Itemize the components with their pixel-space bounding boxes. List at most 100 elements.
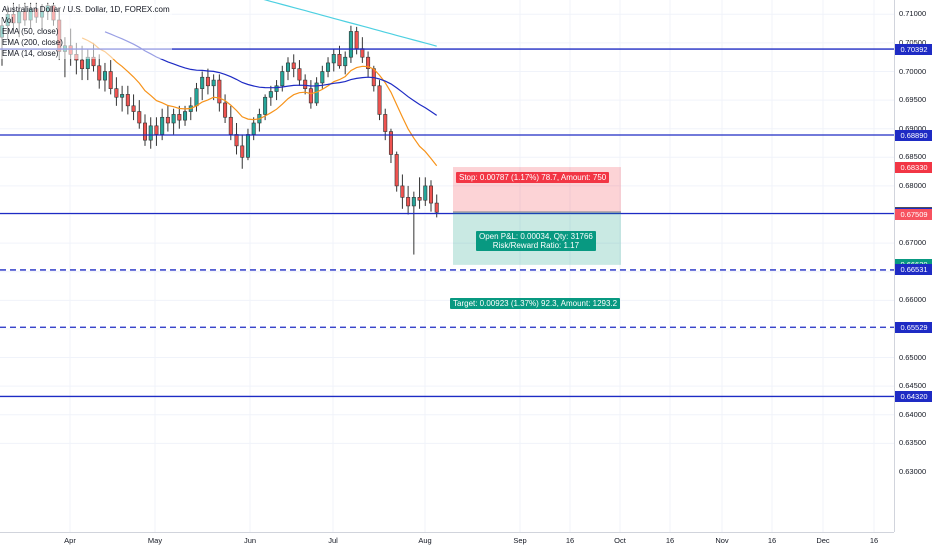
candle-body xyxy=(228,116,233,135)
candle-body xyxy=(411,197,416,207)
price-axis[interactable]: 0.71000 0.70500 0.70000 0.69500 0.69000 0.685… xyxy=(894,0,932,532)
candle-body xyxy=(240,145,245,158)
candle-body xyxy=(143,122,148,141)
candle-body xyxy=(406,197,411,207)
candle-body xyxy=(388,131,393,155)
open-pnl-label[interactable]: Open P&L: 0.00034, Qty: 31766 Risk/Rewar… xyxy=(476,231,596,251)
candle-body xyxy=(125,94,130,107)
candle-body xyxy=(108,71,113,89)
price-tick-label: 0.71000 xyxy=(899,9,927,19)
candle-body xyxy=(280,71,285,87)
candle-body xyxy=(348,31,353,58)
candle-body xyxy=(223,102,228,118)
candle-body xyxy=(102,71,107,81)
price-tick-label: 0.70000 xyxy=(899,66,927,76)
target-label[interactable]: Target: 0.00923 (1.37%) 92.3, Amount: 12… xyxy=(450,298,621,309)
candle-body xyxy=(245,134,250,158)
time-tick-label: Aug xyxy=(418,536,432,545)
candle-body xyxy=(234,134,239,147)
price-tag: 0.65529 xyxy=(895,321,932,333)
price-tag: 0.68330 xyxy=(895,161,932,173)
time-tick-label: Jun xyxy=(243,536,257,545)
volume-indicator-label[interactable]: Vol xyxy=(0,15,172,26)
candle-body xyxy=(194,88,199,107)
price-tag: 0.68890 xyxy=(895,129,932,141)
ema-50-label[interactable]: EMA (50, close) xyxy=(0,26,172,37)
price-tick-label: 0.65000 xyxy=(899,352,927,362)
candle-body xyxy=(268,91,273,98)
ema-14-line xyxy=(81,37,438,167)
candle-body xyxy=(337,54,342,67)
time-tick-label: 16 xyxy=(665,536,675,545)
candle-body xyxy=(331,54,336,64)
time-tick-label: Sep xyxy=(513,536,527,545)
price-tick-label: 0.63500 xyxy=(899,438,927,448)
candle-body xyxy=(417,197,422,201)
candle-body xyxy=(320,71,325,84)
candle-body xyxy=(211,79,216,87)
candle-body xyxy=(285,62,290,72)
candle-body xyxy=(148,125,153,141)
candle-body xyxy=(131,105,136,112)
ema-200-label[interactable]: EMA (200, close) xyxy=(0,37,172,48)
candle-body xyxy=(326,62,331,72)
price-tick-label: 0.69000 xyxy=(899,123,927,133)
chart-area[interactable]: Australian Dollar / U.S. Dollar, 1D, FOR… xyxy=(0,0,894,532)
chart-legend: Australian Dollar / U.S. Dollar, 1D, FOR… xyxy=(0,4,172,59)
time-tick-label: 16 xyxy=(767,536,777,545)
symbol-title[interactable]: Australian Dollar / U.S. Dollar, 1D, FOR… xyxy=(0,4,172,15)
candle-body xyxy=(137,111,142,124)
risk-reward-text: Risk/Reward Ratio: 1.17 xyxy=(492,241,580,250)
time-tick-label: 16 xyxy=(869,536,879,545)
time-tick-label: Nov xyxy=(715,536,729,545)
candle-body xyxy=(308,88,313,104)
price-tag: 0.70392 xyxy=(895,43,932,55)
candle-body xyxy=(80,59,85,69)
candle-body xyxy=(205,76,210,87)
candle-body xyxy=(263,96,268,115)
price-tick-label: 0.70500 xyxy=(899,37,927,47)
candle-body xyxy=(97,65,102,81)
candle-body xyxy=(377,85,382,115)
price-tick-label: 0.69500 xyxy=(899,95,927,105)
candle-body xyxy=(177,114,182,121)
price-tick-label: 0.68000 xyxy=(899,180,927,190)
price-chart[interactable] xyxy=(0,0,894,532)
price-tick-label: 0.66000 xyxy=(899,295,927,305)
time-axis[interactable]: Apr May Jun Jul Aug Sep 16 Oct 16 Nov 16 Dec 16 xyxy=(0,532,894,551)
candle-body xyxy=(428,185,433,204)
candle-body xyxy=(383,114,388,132)
candle-body xyxy=(165,116,170,124)
candle-body xyxy=(183,111,188,121)
time-tick-label: 16 xyxy=(565,536,575,545)
candle-body xyxy=(354,31,359,49)
price-tick-label: 0.64500 xyxy=(899,381,927,391)
candle-body xyxy=(217,79,222,104)
candle-body xyxy=(360,48,365,58)
candle-body xyxy=(274,85,279,92)
candle-body xyxy=(343,56,348,67)
ema-14-label[interactable]: EMA (14, close) xyxy=(0,48,172,59)
stop-label[interactable]: Stop: 0.00787 (1.17%) 78.7, Amount: 750 xyxy=(456,172,610,183)
ema-200-line xyxy=(263,0,437,47)
candle-body xyxy=(251,122,256,135)
time-tick-label: Jul xyxy=(328,536,338,545)
price-tag: 0.67509 xyxy=(895,208,932,220)
price-tag: 0.64320 xyxy=(895,390,932,402)
price-tick-label: 0.67000 xyxy=(899,238,927,248)
price-tag: 0.66531 xyxy=(895,264,932,276)
price-tick-label: 0.68500 xyxy=(899,152,927,162)
candle-body xyxy=(366,56,371,69)
candle-body xyxy=(297,68,302,81)
candle-body xyxy=(291,62,296,69)
candle-body xyxy=(114,88,119,98)
time-tick-label: Oct xyxy=(614,536,626,545)
time-tick-label: May xyxy=(147,536,163,545)
price-tick-label: 0.64000 xyxy=(899,409,927,419)
candle-body xyxy=(434,202,439,213)
price-tick-label: 0.63000 xyxy=(899,466,927,476)
candle-body xyxy=(154,125,159,135)
candle-body xyxy=(303,79,308,89)
candle-body xyxy=(120,94,125,98)
candle-body xyxy=(423,185,428,201)
